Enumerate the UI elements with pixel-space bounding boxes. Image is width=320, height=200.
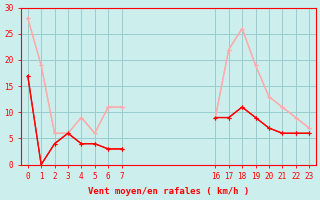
Bar	[128, 8, 209, 165]
X-axis label: Vent moyen/en rafales ( km/h ): Vent moyen/en rafales ( km/h )	[88, 187, 249, 196]
